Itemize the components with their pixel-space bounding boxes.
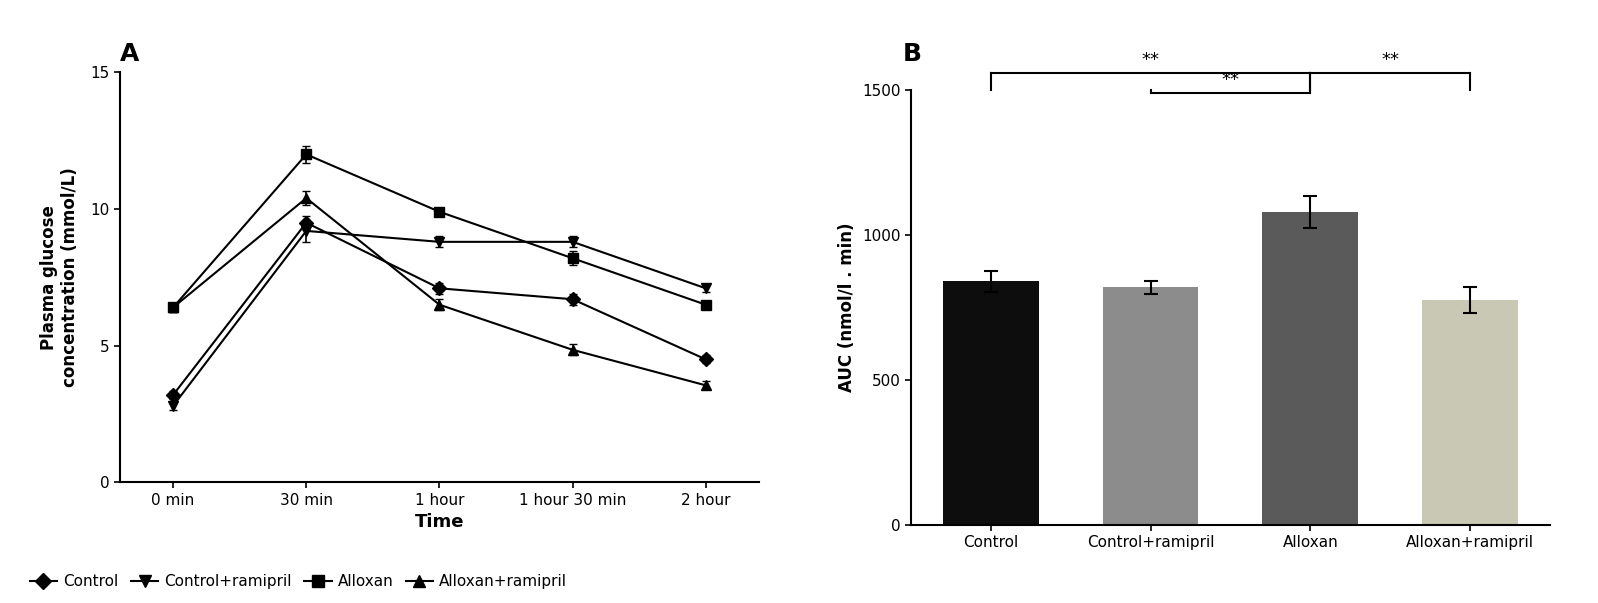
Text: A: A [120, 42, 139, 66]
Bar [943, 282, 1039, 525]
Bar [1103, 287, 1198, 525]
Text: **: ** [1221, 71, 1240, 89]
Text: **: ** [1381, 51, 1400, 69]
Legend: Control, Control+ramipril, Alloxan, Alloxan+ramipril: Control, Control+ramipril, Alloxan, Allo… [24, 568, 574, 595]
Y-axis label: Plasma glucose
concentration (mmol/L): Plasma glucose concentration (mmol/L) [40, 168, 78, 387]
Bar [1422, 300, 1518, 525]
Bar [1262, 212, 1358, 525]
Text: **: ** [1141, 51, 1160, 69]
Y-axis label: AUC (nmol/l . min): AUC (nmol/l . min) [839, 223, 857, 393]
Text: B: B [903, 42, 922, 66]
X-axis label: Time: Time [415, 513, 463, 531]
